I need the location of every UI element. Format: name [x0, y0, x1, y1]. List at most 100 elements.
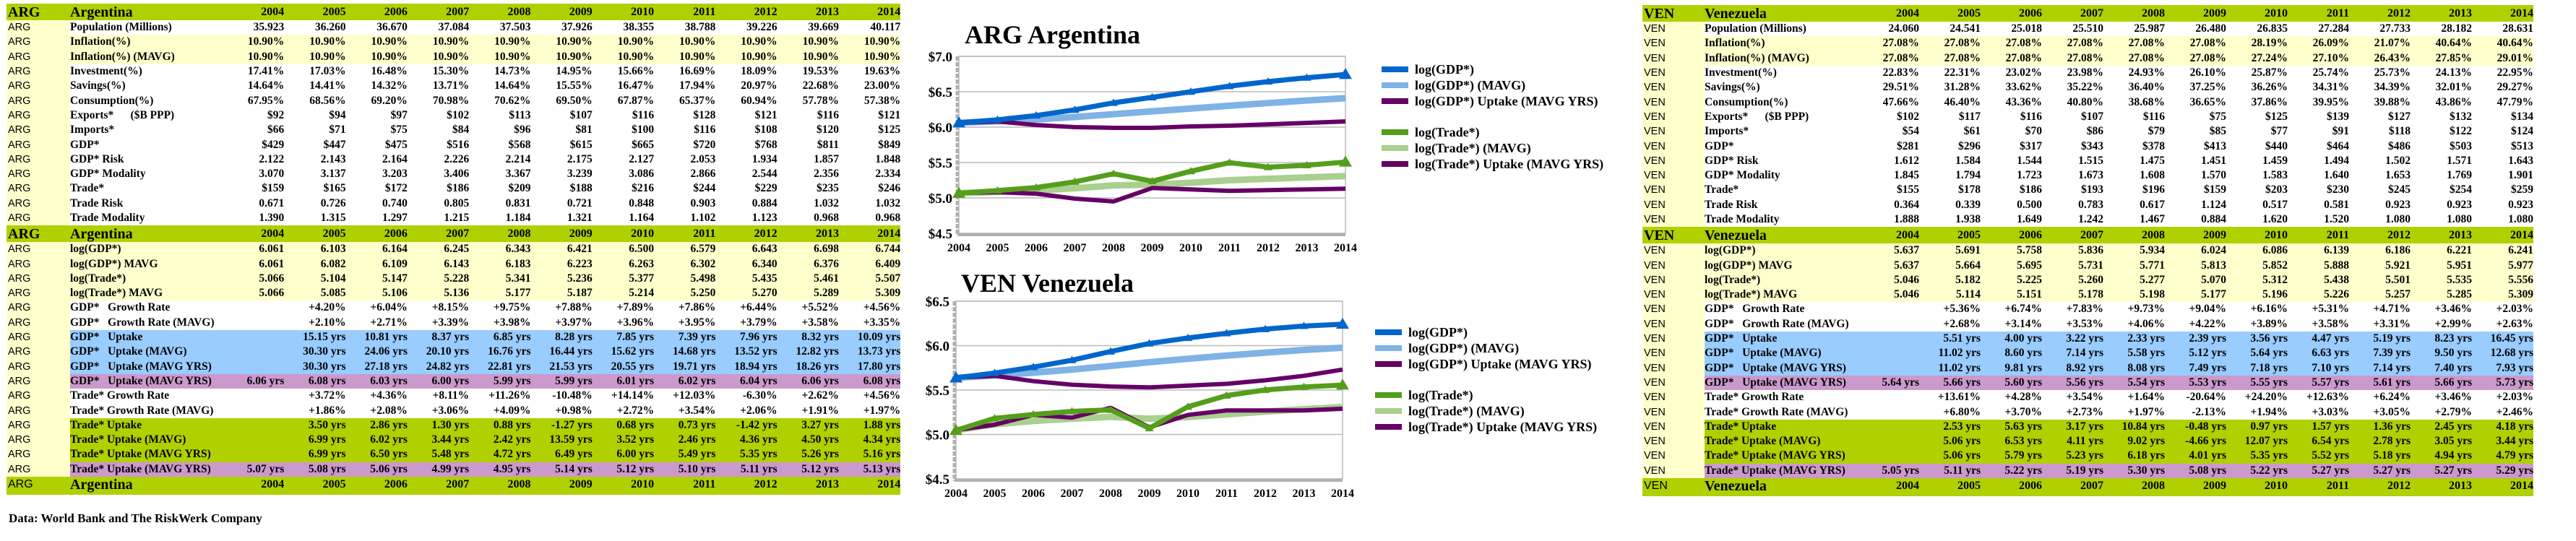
legend-item: log(GDP*): [1375, 324, 1597, 340]
row-value: 5.695: [1981, 258, 2042, 273]
row-value: 19.71 yrs: [654, 359, 716, 374]
row-value: 1.769: [2411, 168, 2472, 183]
year-header: 2009: [2165, 477, 2226, 495]
row-country-code: ARG: [7, 329, 70, 345]
row-value: 6.139: [2288, 243, 2349, 259]
row-label: Trade* Uptake (MAVG YRS): [1705, 449, 1858, 464]
row-value: 6.99 yrs: [284, 433, 346, 448]
x-tick-label: 2004: [944, 488, 968, 500]
year-header: 2008: [2103, 5, 2165, 22]
row-value: +4.06%: [2103, 316, 2165, 332]
row-value: +6.80%: [1919, 404, 1981, 420]
row-value: 28.19%: [2226, 36, 2288, 51]
row-value: 1.080: [2411, 212, 2472, 228]
row-value: 14.64%: [223, 79, 285, 94]
row-value: 5.691: [1919, 243, 1981, 259]
row-value: 17.03%: [284, 64, 346, 79]
row-value: +1.97%: [838, 403, 901, 418]
row-value: 5.214: [592, 286, 655, 301]
row-value: 3.086: [592, 166, 655, 182]
row-value: 2.053: [654, 152, 716, 167]
row-value: 2.78 yrs: [2349, 434, 2411, 449]
arg-line-chart: $4.5 $5.0 $5.5 $6.0 $6.5 $7.0 2004 2005 2006 2007…: [929, 50, 1357, 254]
row-value: [1858, 360, 1919, 376]
row-value: $235: [777, 181, 839, 196]
row-value: 28.182: [2411, 22, 2472, 37]
row-value: 28.631: [2472, 22, 2533, 37]
row-country-code: ARG: [7, 108, 70, 124]
row-label: GDP*: [1705, 139, 1858, 154]
row-value: 5.182: [1919, 272, 1981, 288]
row-country-code: ARG: [7, 300, 70, 316]
row-value: $172: [345, 181, 408, 196]
row-value: +8.15%: [407, 300, 470, 316]
row-value: 9.81 yrs: [1981, 360, 2042, 376]
y-tick-label: $5.0: [926, 428, 949, 443]
row-value: $196: [2103, 183, 2165, 198]
row-country-code: ARG: [7, 359, 70, 374]
triangle-marker: [1299, 382, 1309, 390]
row-value: 3.406: [407, 166, 470, 182]
row-value: 1.845: [1858, 168, 1919, 183]
row-value: $159: [2165, 183, 2226, 198]
row-value: +7.83%: [2042, 302, 2103, 317]
triangle-marker: [1067, 407, 1077, 415]
row-value: 10.09 yrs: [838, 329, 901, 345]
year-header: 2014: [838, 476, 901, 494]
table-row: VEN log(GDP*) 5.637 5.691 5.758 5.836 5.934 6.0…: [1642, 243, 2533, 259]
row-value: 6.241: [2472, 243, 2533, 259]
row-country-code: VEN: [1642, 449, 1705, 464]
row-value: $66: [223, 123, 285, 138]
row-value: 0.831: [469, 196, 531, 211]
row-country-code: VEN: [1642, 212, 1705, 228]
row-label: Trade* Growth Rate: [70, 389, 223, 404]
row-value: 27.24%: [2226, 51, 2288, 66]
row-value: $216: [592, 181, 655, 196]
row-value: 5.836: [2042, 243, 2103, 259]
row-value: 1.88 yrs: [838, 417, 901, 433]
row-value: 1.649: [1981, 212, 2042, 228]
plot-area: [958, 56, 1346, 234]
row-label: GDP* Uptake (MAVG YRS): [70, 359, 223, 374]
table-row: ARG GDP* Uptake 15.15 yrs 10.81 yrs 8.37 yrs…: [7, 329, 901, 345]
row-country-code: ARG: [7, 403, 70, 418]
row-value: 1.794: [1919, 168, 1981, 183]
row-label: log(Trade*) MAVG: [70, 286, 223, 301]
row-value: +9.73%: [2103, 302, 2165, 317]
row-value: +6.44%: [715, 300, 777, 316]
year-header: 2013: [777, 225, 839, 243]
row-label: GDP* Growth Rate (MAVG): [70, 315, 223, 330]
row-country-code: VEN: [1642, 360, 1705, 376]
row-value: $811: [777, 137, 839, 152]
series-line-log-gdp-mavg-: [958, 95, 1346, 126]
year-header: 2009: [530, 225, 593, 243]
row-value: $159: [223, 181, 285, 196]
legend-label: log(GDP*) Uptake (MAVG YRS): [1415, 93, 1598, 108]
row-value: 7.93 yrs: [2472, 360, 2533, 376]
ven-chart-legend: log(GDP*) log(GDP*) (MAVG) log(GDP*) Uptak…: [1375, 324, 1597, 435]
row-value: 4.00 yrs: [1981, 331, 2042, 347]
data-table: VEN Venezuela 2004 2005 2006 2007 2008 2009 2010…: [1642, 5, 2533, 496]
row-value: +7.89%: [592, 300, 655, 316]
row-country-code: VEN: [1642, 346, 1705, 361]
row-value: 26.10%: [2165, 65, 2226, 81]
row-value: 8.37 yrs: [407, 329, 470, 345]
row-value: 0.97 yrs: [2226, 419, 2288, 435]
row-country-code: VEN: [1642, 302, 1705, 317]
row-country-code: VEN: [1642, 168, 1705, 183]
row-value: 36.260: [284, 20, 346, 35]
row-value: -4.66 yrs: [2165, 434, 2226, 449]
row-value: 27.08%: [1919, 51, 1981, 66]
triangle-marker: [1302, 160, 1311, 169]
table-row: ARG Consumption(%) 67.95% 68.56% 69.20% 70.98…: [7, 93, 901, 108]
row-value: +4.56%: [838, 389, 901, 404]
row-country-code: VEN: [1642, 183, 1705, 198]
row-value: 4.95 yrs: [469, 462, 531, 477]
table-row: VEN GDP* Growth Rate (MAVG) +2.68% +3.14% +3…: [1642, 316, 2533, 332]
row-value: 2.122: [223, 152, 285, 167]
row-value: 3.17 yrs: [2042, 419, 2103, 435]
row-value: 27.08%: [2103, 51, 2165, 66]
y-tick-label: $6.0: [926, 339, 949, 355]
row-value: $124: [2472, 124, 2533, 139]
row-value: 6.221: [2411, 243, 2472, 259]
